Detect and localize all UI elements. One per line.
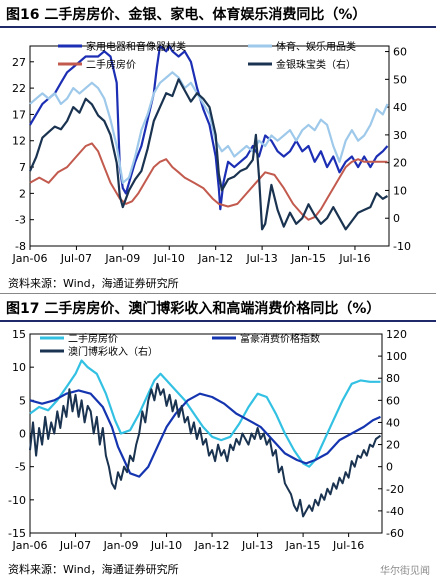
- x-tick-label: Jan-12: [197, 252, 233, 265]
- y-right-tick-label: -10: [393, 240, 411, 253]
- y-right-tick-label: 40: [393, 101, 407, 114]
- y-right-tick-label: 40: [386, 416, 400, 429]
- y-right-tick-label: 30: [393, 129, 407, 142]
- legend-label: 二手房房价: [86, 58, 136, 71]
- figure-17-source: 资料来源：Wind，海通证券研究所: [8, 563, 179, 576]
- y-left-tick-label: 12: [12, 135, 26, 148]
- x-tick-label: Jan-09: [104, 252, 140, 265]
- y-right-tick-label: 20: [393, 157, 407, 170]
- y-left-tick-label: 5: [19, 394, 26, 407]
- y-left-tick-label: -5: [15, 461, 26, 474]
- legend-label: 二手房房价: [68, 332, 118, 345]
- y-right-tick-label: 50: [393, 73, 407, 86]
- y-right-tick-label: 20: [386, 439, 400, 452]
- y-right-tick-label: 60: [386, 394, 400, 407]
- series-line-2: [29, 389, 381, 478]
- series-line-3: [29, 382, 382, 518]
- y-left-tick-label: -8: [15, 240, 26, 253]
- x-tick-label: Jul-13: [241, 539, 273, 552]
- x-tick-label: Jan-06: [12, 252, 48, 265]
- x-tick-label: Jul-07: [59, 539, 91, 552]
- y-right-tick-label: 10: [393, 184, 407, 197]
- y-left-tick-label: 17: [12, 108, 26, 121]
- x-tick-label: Jul-10: [153, 252, 185, 265]
- y-left-tick-label: -10: [8, 494, 26, 507]
- y-right-tick-label: -20: [386, 483, 404, 496]
- y-left-tick-label: 10: [12, 361, 26, 374]
- y-right-tick-label: -60: [386, 527, 404, 540]
- y-left-tick-label: 27: [12, 56, 26, 69]
- x-tick-label: Jul-07: [60, 252, 92, 265]
- plot-frame: [29, 45, 390, 247]
- y-left-tick-label: -3: [15, 214, 26, 227]
- x-tick-label: Jul-16: [338, 252, 370, 265]
- series-line-2: [29, 71, 389, 184]
- x-tick-label: Jan-12: [194, 539, 230, 552]
- figure-17-title: 图17 二手房房价、澳门博彩收入和高端消费价格同比（%）: [0, 296, 436, 322]
- y-right-tick-label: 120: [386, 328, 407, 341]
- y-right-tick-label: 80: [386, 372, 400, 385]
- legend-label: 富豪消费价格指数: [240, 332, 320, 345]
- x-tick-label: Jan-06: [12, 539, 48, 552]
- y-right-tick-label: 0: [386, 461, 393, 474]
- x-tick-label: Jan-15: [290, 252, 326, 265]
- y-left-tick-label: 7: [19, 161, 26, 174]
- figure-divider: [0, 293, 436, 294]
- series-line-1: [29, 44, 389, 211]
- x-tick-label: Jul-10: [150, 539, 182, 552]
- y-left-tick-label: 0: [19, 428, 26, 441]
- legend-label: 家用电器和音像器材类: [86, 40, 186, 53]
- y-left-tick-label: -15: [8, 527, 26, 540]
- x-tick-label: Jul-16: [332, 539, 364, 552]
- legend-label: 金银珠宝类（右）: [276, 58, 356, 71]
- chart-figure-17: -15 -10 -5 0 5 10 15 -60 -40 -20 0 20 40 60 80 100 120 Ja…: [8, 328, 407, 552]
- y-right-tick-label: 60: [393, 46, 407, 59]
- x-tick-label: Jul-13: [245, 252, 277, 265]
- y-right-tick-label: -40: [386, 505, 404, 518]
- series-line-3: [29, 142, 388, 221]
- y-left-tick-label: 2: [19, 187, 26, 200]
- series-line-4: [28, 78, 389, 231]
- x-tick-label: Jan-09: [103, 539, 139, 552]
- watermark-text: 华尔街见闻: [380, 566, 430, 577]
- figure-16-source: 资料来源：Wind，海通证券研究所: [8, 277, 179, 290]
- legend-label: 体育、娱乐用品类: [276, 40, 356, 53]
- y-left-tick-label: 15: [12, 328, 26, 341]
- y-left-tick-label: 22: [12, 82, 26, 95]
- figure-16-title: 图16 二手房房价、金银、家电、体育娱乐消费同比（%）: [0, 2, 436, 28]
- series-line-1: [29, 359, 381, 468]
- y-right-tick-label: 0: [393, 212, 400, 225]
- y-right-tick-label: 100: [386, 350, 407, 363]
- legend-label: 澳门博彩收入（右）: [68, 345, 158, 358]
- x-tick-label: Jan-15: [285, 539, 321, 552]
